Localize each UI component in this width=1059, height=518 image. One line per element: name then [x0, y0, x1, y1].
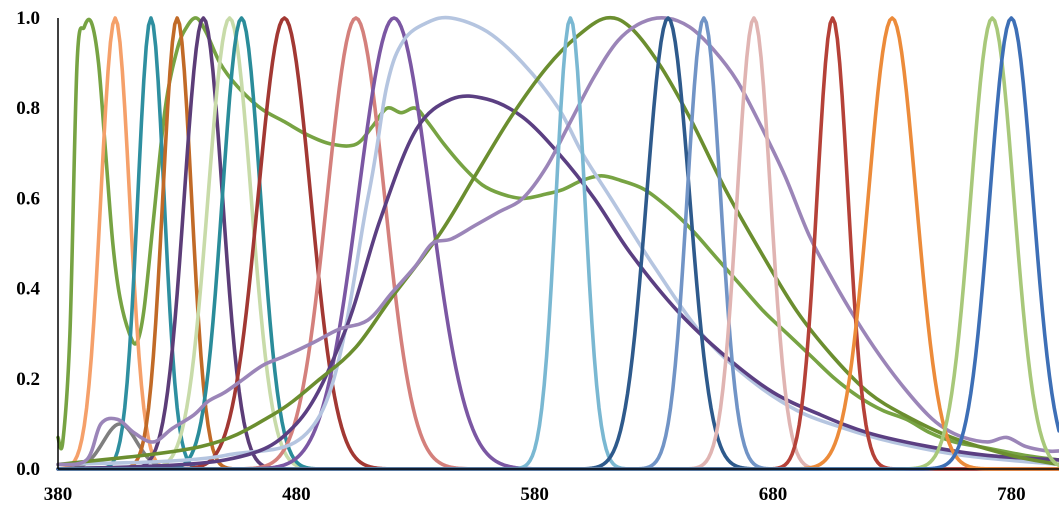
series-line-14: [56, 15, 1059, 467]
series-line-12: [56, 15, 1059, 467]
y-tick-label: 0.0: [16, 459, 40, 480]
y-tick-label: 0.2: [16, 369, 40, 390]
x-tick-label: 680: [759, 484, 788, 505]
y-tick-label: 1.0: [16, 8, 40, 29]
y-tick-label: 0.8: [16, 98, 40, 119]
x-tick-label: 780: [997, 484, 1026, 505]
series-layer: [56, 15, 1059, 471]
series-line-15: [56, 16, 1059, 467]
x-tick-labels: 380 480 580 680 780: [44, 484, 1026, 505]
y-tick-labels: 0.0 0.2 0.4 0.6 0.8 1.0: [16, 8, 40, 480]
series-line-1: [56, 16, 1059, 462]
x-tick-label: 380: [44, 484, 73, 505]
x-tick-label: 480: [282, 484, 311, 505]
y-tick-label: 0.6: [16, 188, 40, 209]
y-tick-label: 0.4: [16, 279, 40, 300]
x-tick-label: 580: [520, 484, 549, 505]
